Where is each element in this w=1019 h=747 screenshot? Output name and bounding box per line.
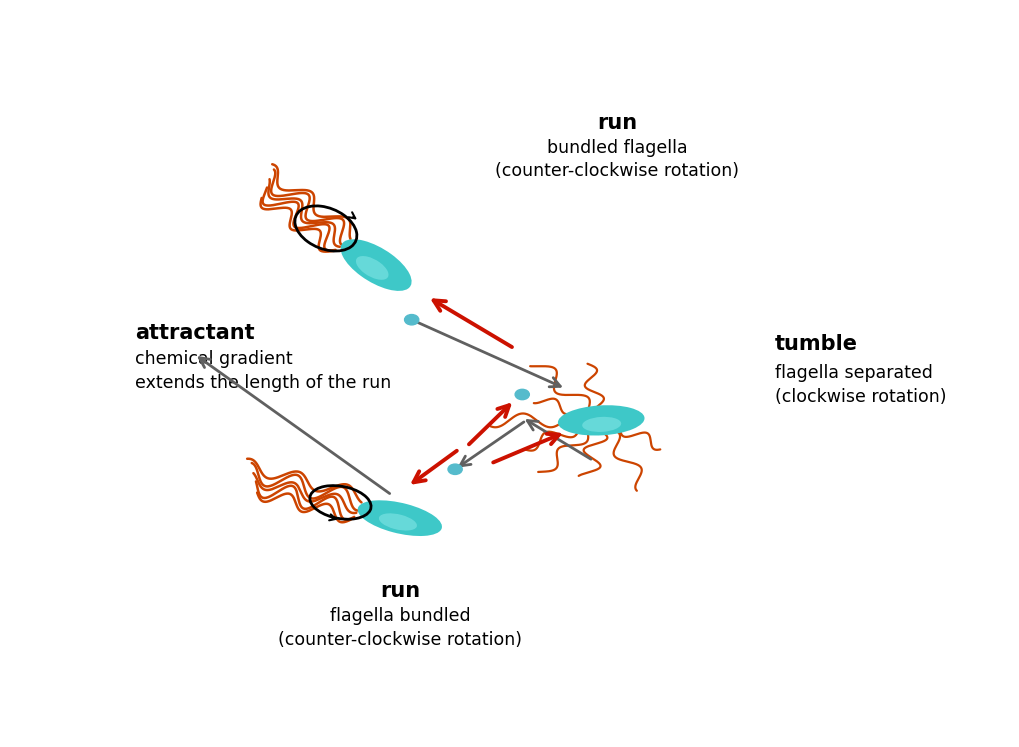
Ellipse shape [358,500,442,536]
Ellipse shape [558,405,644,436]
Text: run: run [597,113,637,133]
Ellipse shape [379,513,417,530]
Text: run: run [380,581,420,601]
Text: tumble: tumble [774,334,858,354]
Circle shape [448,464,463,474]
Text: chemical gradient
extends the length of the run: chemical gradient extends the length of … [136,350,391,391]
Text: flagella bundled
(counter-clockwise rotation): flagella bundled (counter-clockwise rota… [278,607,522,649]
Circle shape [405,314,419,325]
Ellipse shape [582,417,622,432]
Text: attractant: attractant [136,323,255,343]
Text: bundled flagella
(counter-clockwise rotation): bundled flagella (counter-clockwise rota… [495,138,739,180]
Ellipse shape [340,239,412,291]
Circle shape [516,389,529,400]
Ellipse shape [356,256,388,280]
Text: flagella separated
(clockwise rotation): flagella separated (clockwise rotation) [774,364,947,406]
